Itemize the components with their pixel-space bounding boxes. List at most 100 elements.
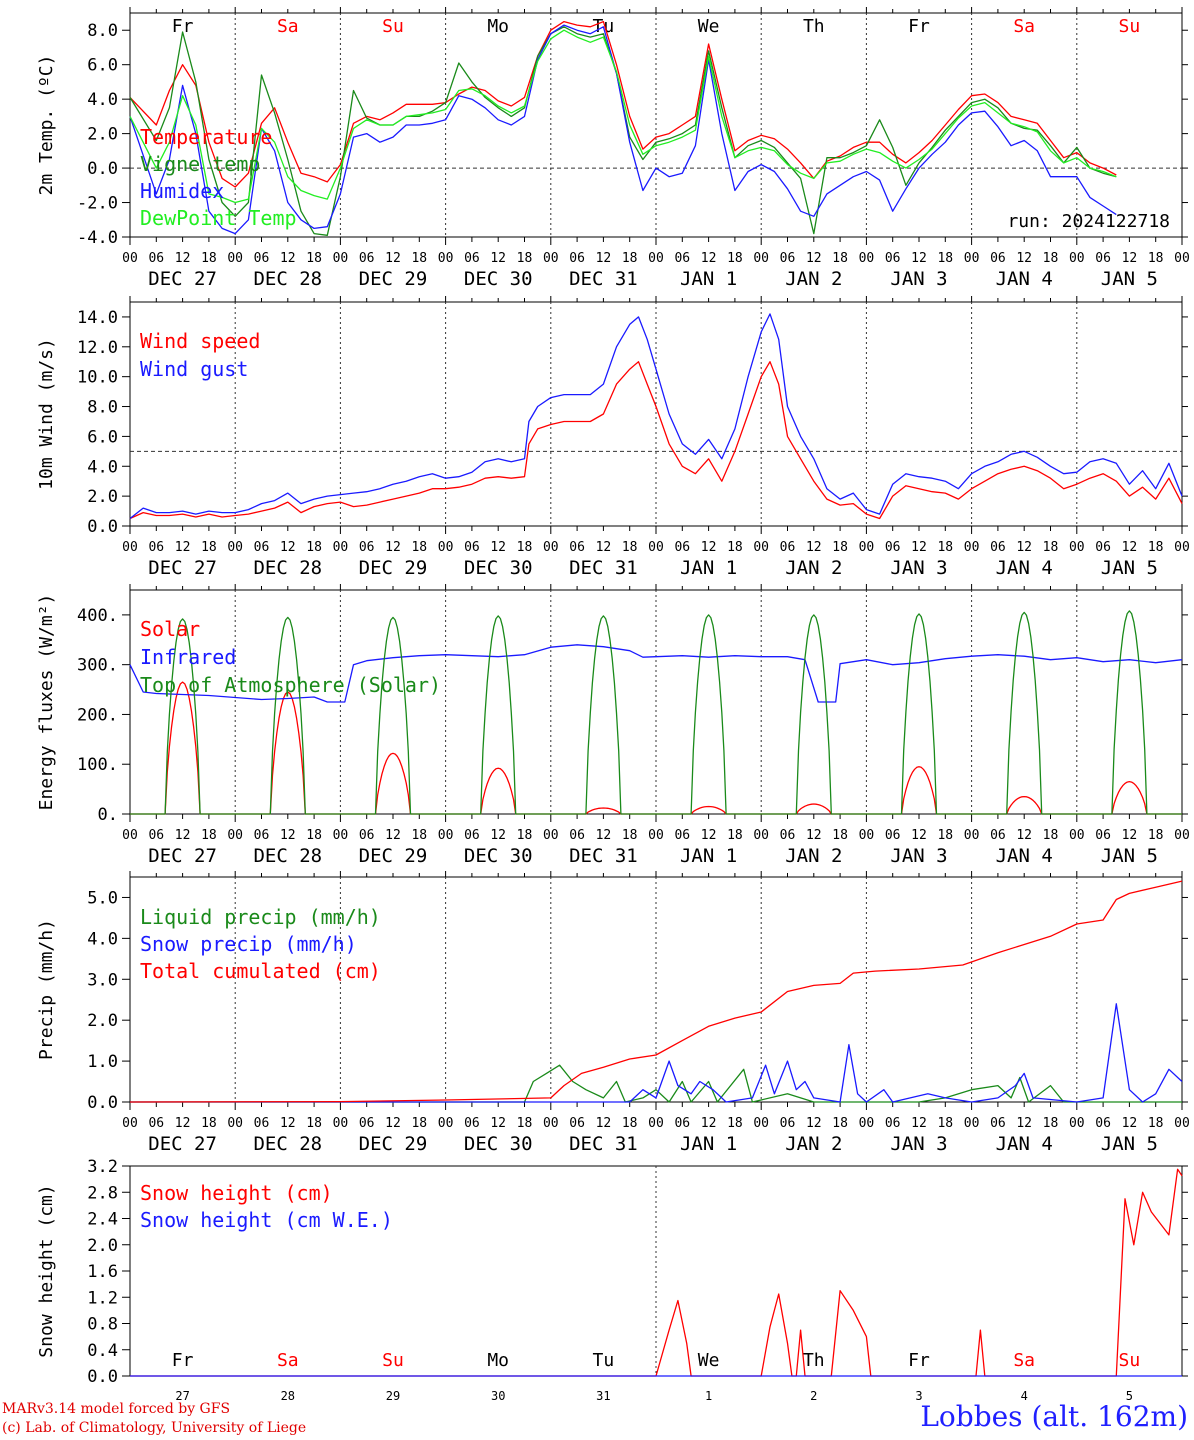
hour-tick-label: 00 xyxy=(964,1116,980,1131)
legend-label: Snow height (cm W.E.) xyxy=(140,1208,393,1232)
y-tick-label: 2.0 xyxy=(87,1011,118,1031)
hour-tick-label: 12 xyxy=(806,828,822,843)
hour-tick-label: 18 xyxy=(937,828,953,843)
date-label: JAN 5 xyxy=(1101,268,1158,290)
hour-tick-label: 12 xyxy=(280,540,296,555)
date-label: DEC 31 xyxy=(569,268,638,290)
hour-tick-label: 12 xyxy=(490,1116,506,1131)
legend-label: Wind gust xyxy=(140,357,248,381)
hour-tick-label: 06 xyxy=(464,828,480,843)
y-axis-label: Precip (mm/h) xyxy=(36,919,57,1060)
hour-tick-label: 12 xyxy=(280,251,296,266)
hour-tick-label: 00 xyxy=(859,1116,875,1131)
hour-tick-label: 06 xyxy=(254,1116,270,1131)
hour-tick-label: 00 xyxy=(859,828,875,843)
hour-tick-label: 12 xyxy=(596,251,612,266)
series-line-humidex xyxy=(129,24,1117,235)
y-tick-label: 3.2 xyxy=(87,1157,118,1177)
hour-tick-label: 06 xyxy=(780,251,796,266)
hour-tick-label: 06 xyxy=(885,251,901,266)
hour-tick-label: 06 xyxy=(990,1116,1006,1131)
hour-tick-label: 00 xyxy=(438,828,454,843)
hour-tick-label: 00 xyxy=(648,251,664,266)
y-axis-label: Energy fluxes (W/m²) xyxy=(36,594,57,811)
day-name-label: We xyxy=(698,1350,720,1371)
hour-tick-label: 18 xyxy=(727,540,743,555)
y-tick-label: 0.0 xyxy=(87,1093,118,1113)
hour-tick-label: 00 xyxy=(753,251,769,266)
y-tick-label: -2.0 xyxy=(77,194,118,214)
hour-tick-label: 12 xyxy=(596,540,612,555)
day-number-label: 30 xyxy=(491,1389,505,1400)
legend-label: Liquid precip (mm/h) xyxy=(140,905,381,929)
hour-tick-label: 18 xyxy=(306,828,322,843)
series-line-wind-speed xyxy=(129,361,1183,520)
hour-tick-label: 12 xyxy=(1122,1116,1138,1131)
hour-tick-label: 00 xyxy=(859,540,875,555)
hour-tick-label: 18 xyxy=(832,540,848,555)
hour-tick-label: 12 xyxy=(1016,251,1032,266)
hour-tick-label: 06 xyxy=(359,828,375,843)
y-tick-label: 200. xyxy=(77,705,118,725)
hour-tick-label: 06 xyxy=(359,540,375,555)
date-label: JAN 2 xyxy=(785,845,842,867)
day-number-label: 5 xyxy=(1126,1389,1133,1400)
hour-tick-label: 12 xyxy=(175,540,191,555)
y-tick-label: 3.0 xyxy=(87,970,118,990)
hour-tick-label: 00 xyxy=(648,1116,664,1131)
hour-tick-label: 06 xyxy=(780,828,796,843)
hour-tick-label: 18 xyxy=(517,251,533,266)
hour-tick-label: 00 xyxy=(333,1116,349,1131)
hour-tick-label: 00 xyxy=(333,540,349,555)
hour-tick-label: 18 xyxy=(1043,540,1059,555)
date-label: JAN 3 xyxy=(890,845,947,867)
hour-tick-label: 00 xyxy=(1174,251,1190,266)
hour-tick-label: 18 xyxy=(517,540,533,555)
hour-tick-label: 06 xyxy=(569,1116,585,1131)
hour-tick-label: 18 xyxy=(1043,1116,1059,1131)
hour-tick-label: 18 xyxy=(1148,251,1164,266)
y-tick-label: 4.0 xyxy=(87,457,118,477)
hour-tick-label: 18 xyxy=(832,828,848,843)
y-tick-label: 5.0 xyxy=(87,888,118,908)
date-label: DEC 31 xyxy=(569,845,638,867)
hour-tick-label: 18 xyxy=(937,540,953,555)
hour-tick-label: 12 xyxy=(1016,828,1032,843)
date-label: DEC 30 xyxy=(464,1133,533,1155)
day-name-label: Fr xyxy=(908,1350,930,1371)
y-axis-label: 2m Temp. (ºC) xyxy=(36,55,57,196)
hour-tick-label: 06 xyxy=(990,251,1006,266)
hour-tick-label: 00 xyxy=(227,251,243,266)
hour-tick-label: 12 xyxy=(175,251,191,266)
hour-tick-label: 18 xyxy=(517,828,533,843)
date-label: DEC 28 xyxy=(253,268,322,290)
hour-tick-label: 12 xyxy=(806,1116,822,1131)
hour-tick-label: 18 xyxy=(201,540,217,555)
hour-tick-label: 06 xyxy=(254,540,270,555)
series-line-snow-precip-mm-h xyxy=(130,1003,1183,1103)
series-line-wind-gust xyxy=(129,313,1183,520)
hour-tick-label: 12 xyxy=(280,1116,296,1131)
hour-tick-label: 00 xyxy=(964,828,980,843)
hour-tick-label: 18 xyxy=(306,1116,322,1131)
y-tick-label: 0.8 xyxy=(87,1315,118,1335)
date-label: JAN 3 xyxy=(890,1133,947,1155)
y-tick-label: 2.0 xyxy=(87,125,118,145)
legend-label: Snow height (cm) xyxy=(140,1181,333,1205)
y-tick-label: 300. xyxy=(77,656,118,676)
hour-tick-label: 12 xyxy=(911,1116,927,1131)
hour-tick-label: 06 xyxy=(674,1116,690,1131)
day-name-label: Mo xyxy=(487,16,509,37)
date-label: JAN 1 xyxy=(680,557,737,579)
hour-tick-label: 12 xyxy=(911,540,927,555)
hour-tick-label: 06 xyxy=(569,540,585,555)
y-tick-label: -4.0 xyxy=(77,228,118,248)
hour-tick-label: 12 xyxy=(701,828,717,843)
day-name-label: Sa xyxy=(1013,16,1035,37)
hour-tick-label: 18 xyxy=(727,251,743,266)
hour-tick-label: 18 xyxy=(832,1116,848,1131)
day-number-label: 31 xyxy=(596,1389,610,1400)
date-label: JAN 2 xyxy=(785,557,842,579)
day-number-label: 3 xyxy=(915,1389,922,1400)
legend-label: Wind speed xyxy=(140,329,260,353)
